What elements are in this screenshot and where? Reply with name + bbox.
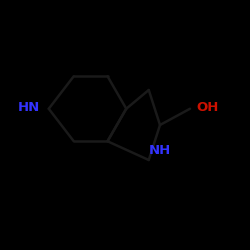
Text: NH: NH xyxy=(149,144,171,157)
Text: HN: HN xyxy=(18,101,40,114)
Text: OH: OH xyxy=(196,101,218,114)
